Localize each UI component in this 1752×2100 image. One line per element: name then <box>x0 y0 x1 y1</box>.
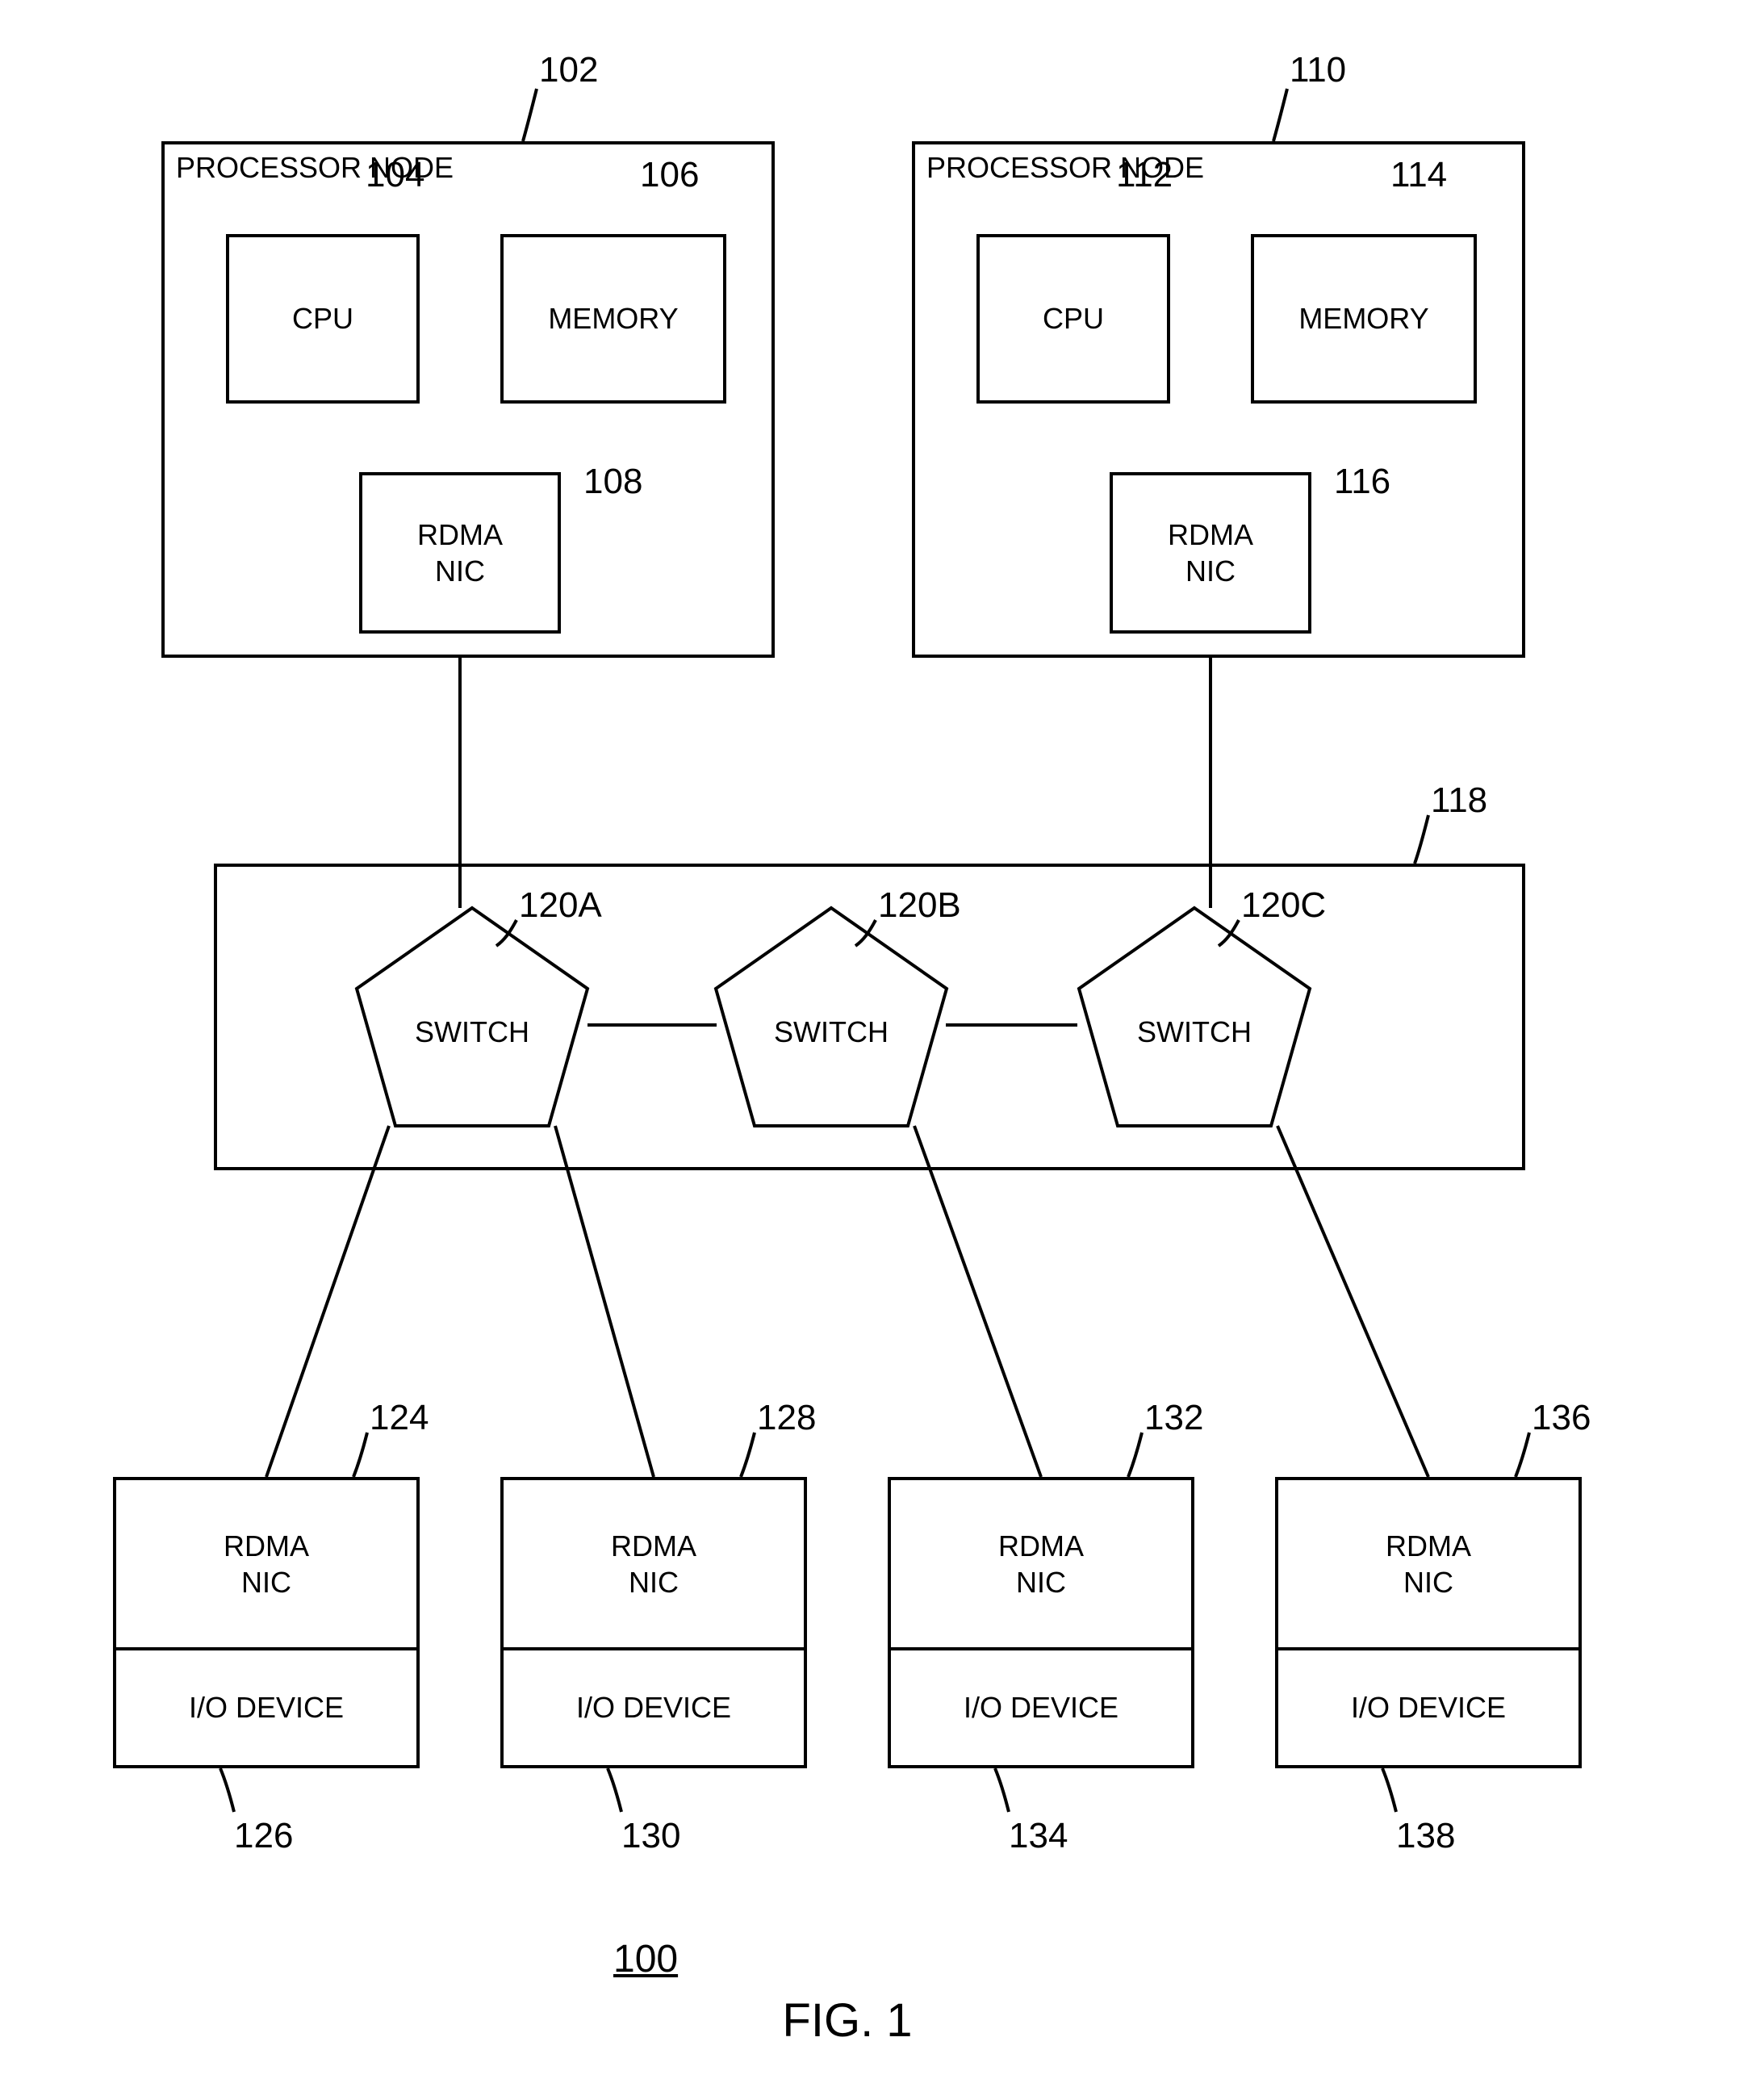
io-dev-1: I/O DEVICE <box>113 1647 420 1768</box>
io-dev-1-label: I/O DEVICE <box>189 1691 344 1725</box>
nic-left: RDMA NIC <box>359 472 561 634</box>
memory-right-label: MEMORY <box>1298 302 1428 336</box>
ref-126: 126 <box>234 1816 293 1856</box>
ref-112: 112 <box>1116 155 1173 195</box>
ref-124: 124 <box>370 1398 429 1438</box>
io-nic-3: RDMA NIC <box>888 1477 1194 1650</box>
ref-100: 100 <box>613 1937 678 1981</box>
nic-right: RDMA NIC <box>1110 472 1311 634</box>
io-dev-4-label: I/O DEVICE <box>1351 1691 1506 1725</box>
diagram-canvas: PROCESSOR NODE CPU MEMORY RDMA NIC PROCE… <box>0 0 1752 2100</box>
io-nic-1-label: RDMA NIC <box>224 1528 309 1600</box>
cpu-right-label: CPU <box>1043 302 1104 336</box>
ref-102: 102 <box>539 50 598 90</box>
nic-left-label: RDMA NIC <box>417 517 503 589</box>
switch-a-label: SWITCH <box>404 1015 541 1049</box>
ref-130: 130 <box>621 1816 680 1856</box>
io-dev-2-label: I/O DEVICE <box>576 1691 731 1725</box>
io-nic-2: RDMA NIC <box>500 1477 807 1650</box>
memory-right: MEMORY <box>1251 234 1477 404</box>
ref-136: 136 <box>1532 1398 1591 1438</box>
memory-left-label: MEMORY <box>548 302 678 336</box>
figure-title: FIG. 1 <box>686 1993 1009 2048</box>
ref-116: 116 <box>1334 462 1390 502</box>
memory-left: MEMORY <box>500 234 726 404</box>
cpu-left-label: CPU <box>292 302 353 336</box>
switch-c-label: SWITCH <box>1126 1015 1263 1049</box>
io-nic-4: RDMA NIC <box>1275 1477 1582 1650</box>
ref-134: 134 <box>1009 1816 1068 1856</box>
ref-108: 108 <box>583 462 642 502</box>
ref-114: 114 <box>1390 155 1447 195</box>
ref-106: 106 <box>640 155 699 195</box>
io-nic-4-label: RDMA NIC <box>1386 1528 1471 1600</box>
io-nic-3-label: RDMA NIC <box>998 1528 1084 1600</box>
ref-132: 132 <box>1144 1398 1203 1438</box>
io-nic-2-label: RDMA NIC <box>611 1528 696 1600</box>
nic-right-label: RDMA NIC <box>1168 517 1253 589</box>
ref-118: 118 <box>1431 780 1487 821</box>
switch-b-label: SWITCH <box>763 1015 900 1049</box>
io-dev-4: I/O DEVICE <box>1275 1647 1582 1768</box>
io-dev-2: I/O DEVICE <box>500 1647 807 1768</box>
ref-104: 104 <box>366 155 424 195</box>
ref-128: 128 <box>757 1398 816 1438</box>
cpu-right: CPU <box>976 234 1170 404</box>
ref-138: 138 <box>1396 1816 1455 1856</box>
cpu-left: CPU <box>226 234 420 404</box>
ref-120a: 120A <box>519 885 602 926</box>
ref-110: 110 <box>1290 50 1346 90</box>
ref-120c: 120C <box>1241 885 1326 926</box>
io-dev-3: I/O DEVICE <box>888 1647 1194 1768</box>
io-nic-1: RDMA NIC <box>113 1477 420 1650</box>
io-dev-3-label: I/O DEVICE <box>964 1691 1119 1725</box>
ref-120b: 120B <box>878 885 961 926</box>
